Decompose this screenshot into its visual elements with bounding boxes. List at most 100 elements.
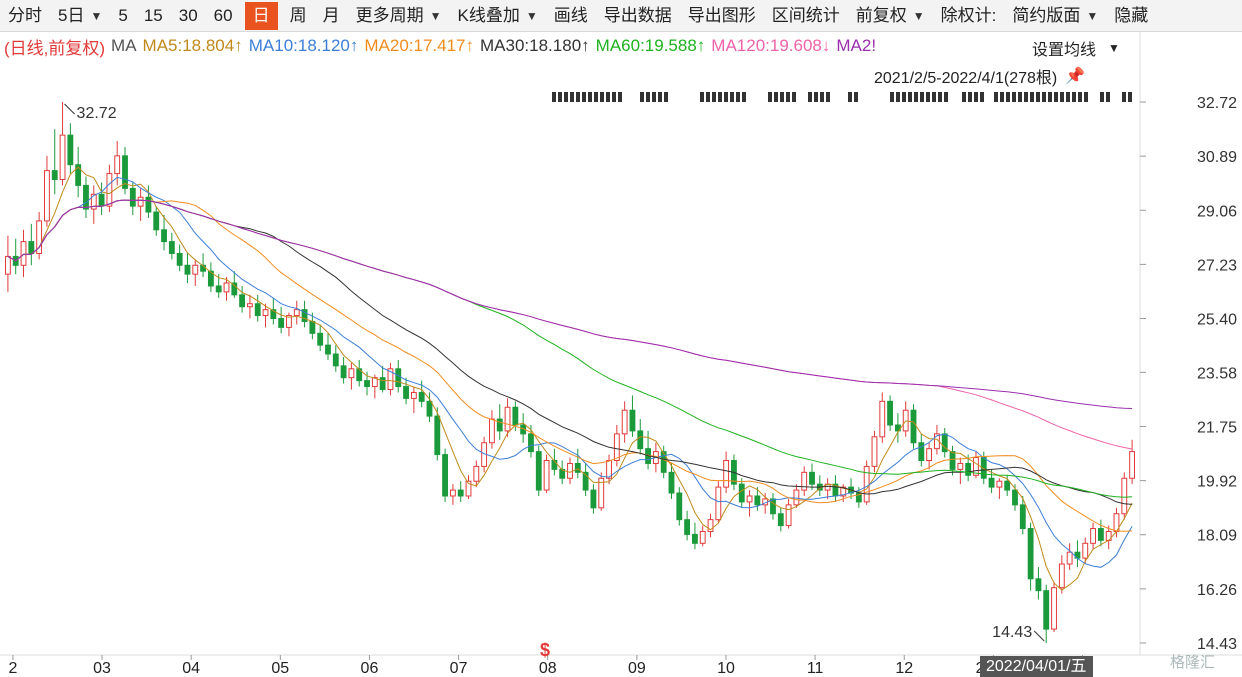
candle-body bbox=[348, 368, 355, 379]
candle-body bbox=[684, 519, 691, 535]
low-pointer bbox=[1033, 630, 1045, 642]
x-tick-label: 06 bbox=[361, 660, 379, 677]
toolbar-item-13[interactable]: 导出图形 bbox=[680, 0, 764, 31]
event-strip-mark bbox=[1100, 92, 1104, 102]
candle-body bbox=[114, 155, 121, 175]
toolbar-item-12[interactable]: 导出数据 bbox=[596, 0, 680, 31]
candle-body bbox=[606, 459, 612, 479]
candle-body bbox=[715, 486, 722, 521]
candle-body bbox=[465, 480, 472, 497]
candle-body bbox=[1121, 477, 1128, 515]
candle-body bbox=[504, 406, 511, 432]
x-tick-label: 2 bbox=[8, 660, 17, 677]
period-toolbar: 分时 5日 ▼ 5 15 30 60 日周月更多周期 ▼ K线叠加 ▼ 画线 导出数据 导出图形 区间统计前… bbox=[0, 0, 1242, 32]
watermark-logo: 格隆汇 bbox=[1170, 654, 1216, 671]
event-strip-mark bbox=[994, 92, 998, 102]
toolbar-item-10[interactable]: K线叠加 ▼ bbox=[449, 0, 545, 31]
event-strip-mark bbox=[808, 92, 812, 102]
candle-body bbox=[395, 368, 402, 388]
candle-body bbox=[176, 252, 183, 266]
candle-body bbox=[1043, 590, 1050, 630]
event-strip-mark bbox=[902, 92, 906, 102]
candle-body bbox=[738, 483, 745, 503]
chevron-down-icon: ▼ bbox=[1086, 8, 1099, 23]
toolbar-item-7[interactable]: 周 bbox=[282, 0, 315, 31]
event-strip-mark bbox=[1030, 92, 1034, 102]
toolbar-item-4[interactable]: 30 bbox=[171, 0, 206, 31]
candle-body bbox=[90, 193, 97, 210]
toolbar-item-0[interactable]: 分时 bbox=[0, 0, 50, 31]
candle-body bbox=[161, 229, 167, 243]
candle-body bbox=[153, 211, 160, 231]
candle-body bbox=[28, 241, 35, 254]
toolbar-item-14[interactable]: 区间统计 bbox=[764, 0, 848, 31]
candle-body bbox=[1058, 563, 1065, 589]
ma120-line bbox=[7, 199, 1133, 450]
event-strip-mark bbox=[932, 92, 936, 102]
toolbar-item-label: 简约版面 bbox=[1012, 5, 1081, 25]
event-strip-mark bbox=[1078, 92, 1082, 102]
candle-body bbox=[512, 406, 519, 426]
legend-ma250: MA2! bbox=[836, 36, 877, 55]
toolbar-item-11[interactable]: 画线 bbox=[546, 0, 596, 31]
toolbar-item-6[interactable]: 日 bbox=[244, 1, 278, 30]
toolbar-item-label: 30 bbox=[178, 5, 198, 25]
candle-body bbox=[98, 193, 105, 207]
candle-body bbox=[660, 451, 667, 473]
ma-settings-dropdown[interactable]: 设置均线 ▼ bbox=[1032, 36, 1120, 60]
y-tick-label: 18.09 bbox=[1197, 528, 1237, 545]
toolbar-item-16[interactable]: 除权计: bbox=[933, 0, 1005, 31]
low-annotation: 14.43 bbox=[992, 624, 1032, 641]
event-strip-mark bbox=[1036, 92, 1040, 102]
event-strip-mark bbox=[962, 92, 966, 102]
candle-body bbox=[777, 513, 784, 527]
toolbar-item-3[interactable]: 15 bbox=[136, 0, 171, 31]
candle-body bbox=[83, 184, 89, 210]
y-tick-label: 32.72 bbox=[1197, 95, 1237, 112]
y-tick-label: 19.92 bbox=[1197, 474, 1237, 491]
candle-body bbox=[988, 477, 995, 488]
toolbar-item-8[interactable]: 月 bbox=[315, 0, 348, 31]
candle-body bbox=[574, 462, 581, 473]
candle-body bbox=[489, 418, 495, 444]
toolbar-item-15[interactable]: 前复权 ▼ bbox=[848, 0, 933, 31]
y-tick-label: 16.26 bbox=[1197, 582, 1237, 599]
toolbar-item-5[interactable]: 60 bbox=[206, 0, 241, 31]
candle-body bbox=[668, 471, 675, 494]
candle-body bbox=[582, 471, 589, 491]
event-strip-mark bbox=[920, 92, 924, 102]
toolbar-item-2[interactable]: 5 bbox=[110, 0, 135, 31]
x-tick-label: 09 bbox=[628, 660, 646, 677]
candle-body bbox=[192, 264, 199, 275]
event-strip-mark bbox=[612, 92, 616, 102]
toolbar-item-17[interactable]: 简约版面 ▼ bbox=[1004, 0, 1106, 31]
x-tick-label: 05 bbox=[271, 660, 289, 677]
event-strip-mark bbox=[1066, 92, 1070, 102]
toolbar-item-label: 区间统计 bbox=[771, 5, 840, 25]
ma20-line bbox=[7, 199, 1133, 532]
candle-body bbox=[67, 134, 74, 166]
candle-body bbox=[36, 220, 43, 254]
candle-body bbox=[746, 495, 753, 503]
candle-body bbox=[973, 457, 979, 476]
event-strip-mark bbox=[896, 92, 900, 102]
candle-body bbox=[567, 462, 573, 479]
event-strip-mark bbox=[1054, 92, 1058, 102]
candle-body bbox=[996, 480, 1003, 488]
toolbar-item-1[interactable]: 5日 ▼ bbox=[50, 0, 110, 31]
pin-icon[interactable]: 📌 bbox=[1065, 68, 1086, 85]
event-strip-mark bbox=[718, 92, 722, 102]
candle-body bbox=[129, 187, 136, 207]
toolbar-item-9[interactable]: 更多周期 ▼ bbox=[348, 0, 450, 31]
s-event-marker: $ bbox=[540, 640, 550, 660]
toolbar-item-label: 导出图形 bbox=[687, 5, 756, 25]
event-strip-mark bbox=[594, 92, 598, 102]
candle-body bbox=[863, 465, 870, 503]
candle-body bbox=[699, 530, 706, 544]
event-strip-mark bbox=[652, 92, 656, 102]
event-strip-mark bbox=[724, 92, 728, 102]
candle-body bbox=[332, 353, 339, 367]
candle-body bbox=[473, 465, 480, 482]
toolbar-item-18[interactable]: 隐藏 bbox=[1106, 0, 1156, 31]
